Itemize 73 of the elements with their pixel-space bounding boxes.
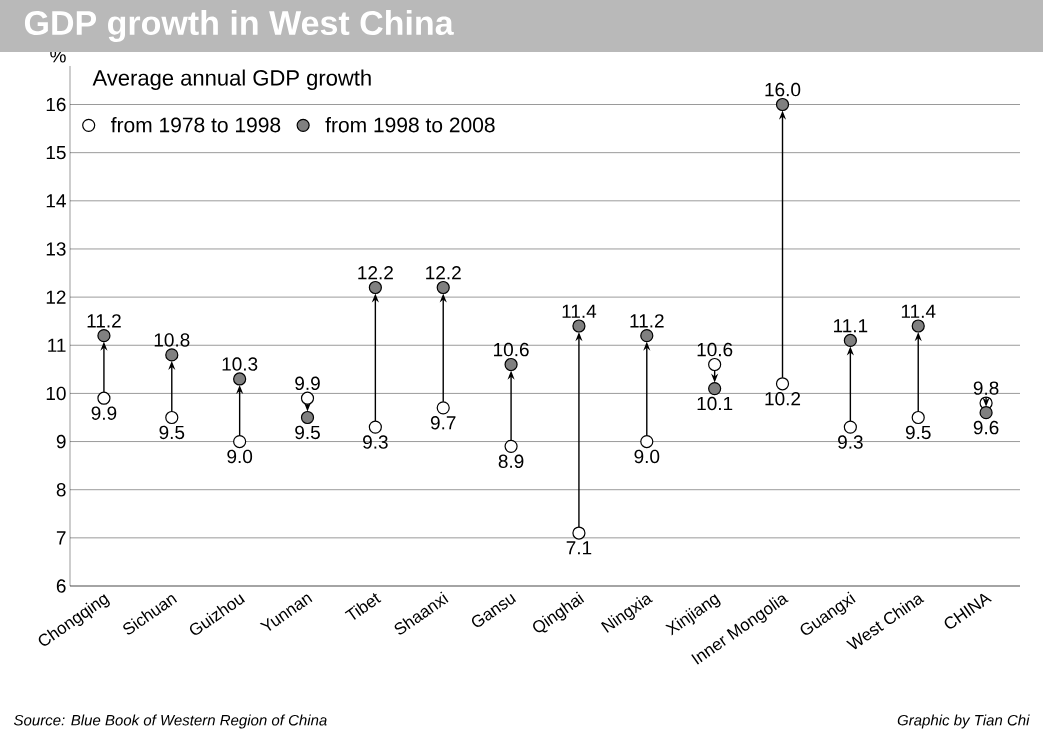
point <box>911 319 925 333</box>
y-tick-label: 6 <box>56 579 66 593</box>
point <box>504 439 518 453</box>
y-tick-label: 16 <box>46 97 66 112</box>
point <box>300 391 315 405</box>
data-label: 11.4 <box>901 304 936 318</box>
point <box>368 280 382 295</box>
y-tick-label: 13 <box>46 242 66 256</box>
legend-label: from 1998 to 2008 <box>325 116 495 133</box>
data-label: 9.3 <box>363 435 388 449</box>
point <box>233 434 247 449</box>
source-note: Source: Blue Book of Western Region of China <box>13 714 327 729</box>
data-label: 9.5 <box>159 425 185 440</box>
chart-subtitle: Average annual GDP growth <box>92 69 371 91</box>
legend-label: from 1978 to 1998 <box>110 116 281 133</box>
point <box>436 401 450 415</box>
point <box>843 420 857 434</box>
data-label: 11.2 <box>630 314 664 328</box>
point <box>640 434 654 449</box>
point <box>979 406 993 420</box>
point <box>708 357 722 372</box>
data-label: 10.1 <box>697 396 733 411</box>
data-label: 9.8 <box>973 381 999 395</box>
data-label: 9.9 <box>295 376 320 391</box>
point <box>775 377 790 391</box>
y-tick-label: 9 <box>56 434 66 449</box>
data-label: 16.0 <box>765 82 801 97</box>
y-tick-label: 11 <box>48 338 66 352</box>
y-tick-label: 8 <box>56 482 66 497</box>
data-label: 10.3 <box>222 357 258 371</box>
data-label: 9.3 <box>838 435 863 449</box>
text: Graphic by Tian Chi <box>897 714 1030 729</box>
y-tick-label: 15 <box>46 146 66 160</box>
point <box>97 329 111 343</box>
chart-title: GDP growth in West China <box>24 10 454 42</box>
point <box>436 280 450 295</box>
point <box>911 410 925 425</box>
point <box>572 526 586 540</box>
y-tick-label: 12 <box>46 290 66 304</box>
data-label: 9.5 <box>295 425 320 440</box>
data-label: 9.7 <box>430 416 456 430</box>
data-label: 11.1 <box>834 319 868 333</box>
y-tick-label: 10 <box>46 386 66 401</box>
point <box>708 381 722 396</box>
data-label: 11.2 <box>87 314 121 328</box>
point <box>233 372 247 386</box>
data-label: 11.4 <box>562 304 597 318</box>
data-label: 9.0 <box>634 449 660 464</box>
y-tick-label: 7 <box>56 531 66 545</box>
data-label: 10.8 <box>154 333 190 347</box>
point <box>165 410 179 425</box>
data-label: 12.2 <box>358 266 393 280</box>
x-tick-label: Tibet <box>344 593 382 620</box>
point <box>775 97 790 112</box>
point <box>572 319 586 333</box>
data-label: 9.6 <box>973 420 999 435</box>
point <box>368 420 382 434</box>
point <box>843 333 857 348</box>
data-label: 10.6 <box>494 342 529 357</box>
point <box>165 348 179 362</box>
y-tick-label: 14 <box>46 194 66 208</box>
point <box>97 391 111 405</box>
point <box>504 357 518 372</box>
point <box>300 410 315 425</box>
data-label: 9.5 <box>905 425 931 440</box>
data-label: 7.1 <box>566 541 592 555</box>
data-label: 9.0 <box>227 449 253 464</box>
point <box>640 329 654 343</box>
data-label: 10.6 <box>697 342 733 357</box>
data-label: 8.9 <box>498 454 524 469</box>
data-label: 12.2 <box>426 266 461 280</box>
data-label: 9.9 <box>91 406 117 420</box>
data-label: 10.2 <box>765 391 801 406</box>
